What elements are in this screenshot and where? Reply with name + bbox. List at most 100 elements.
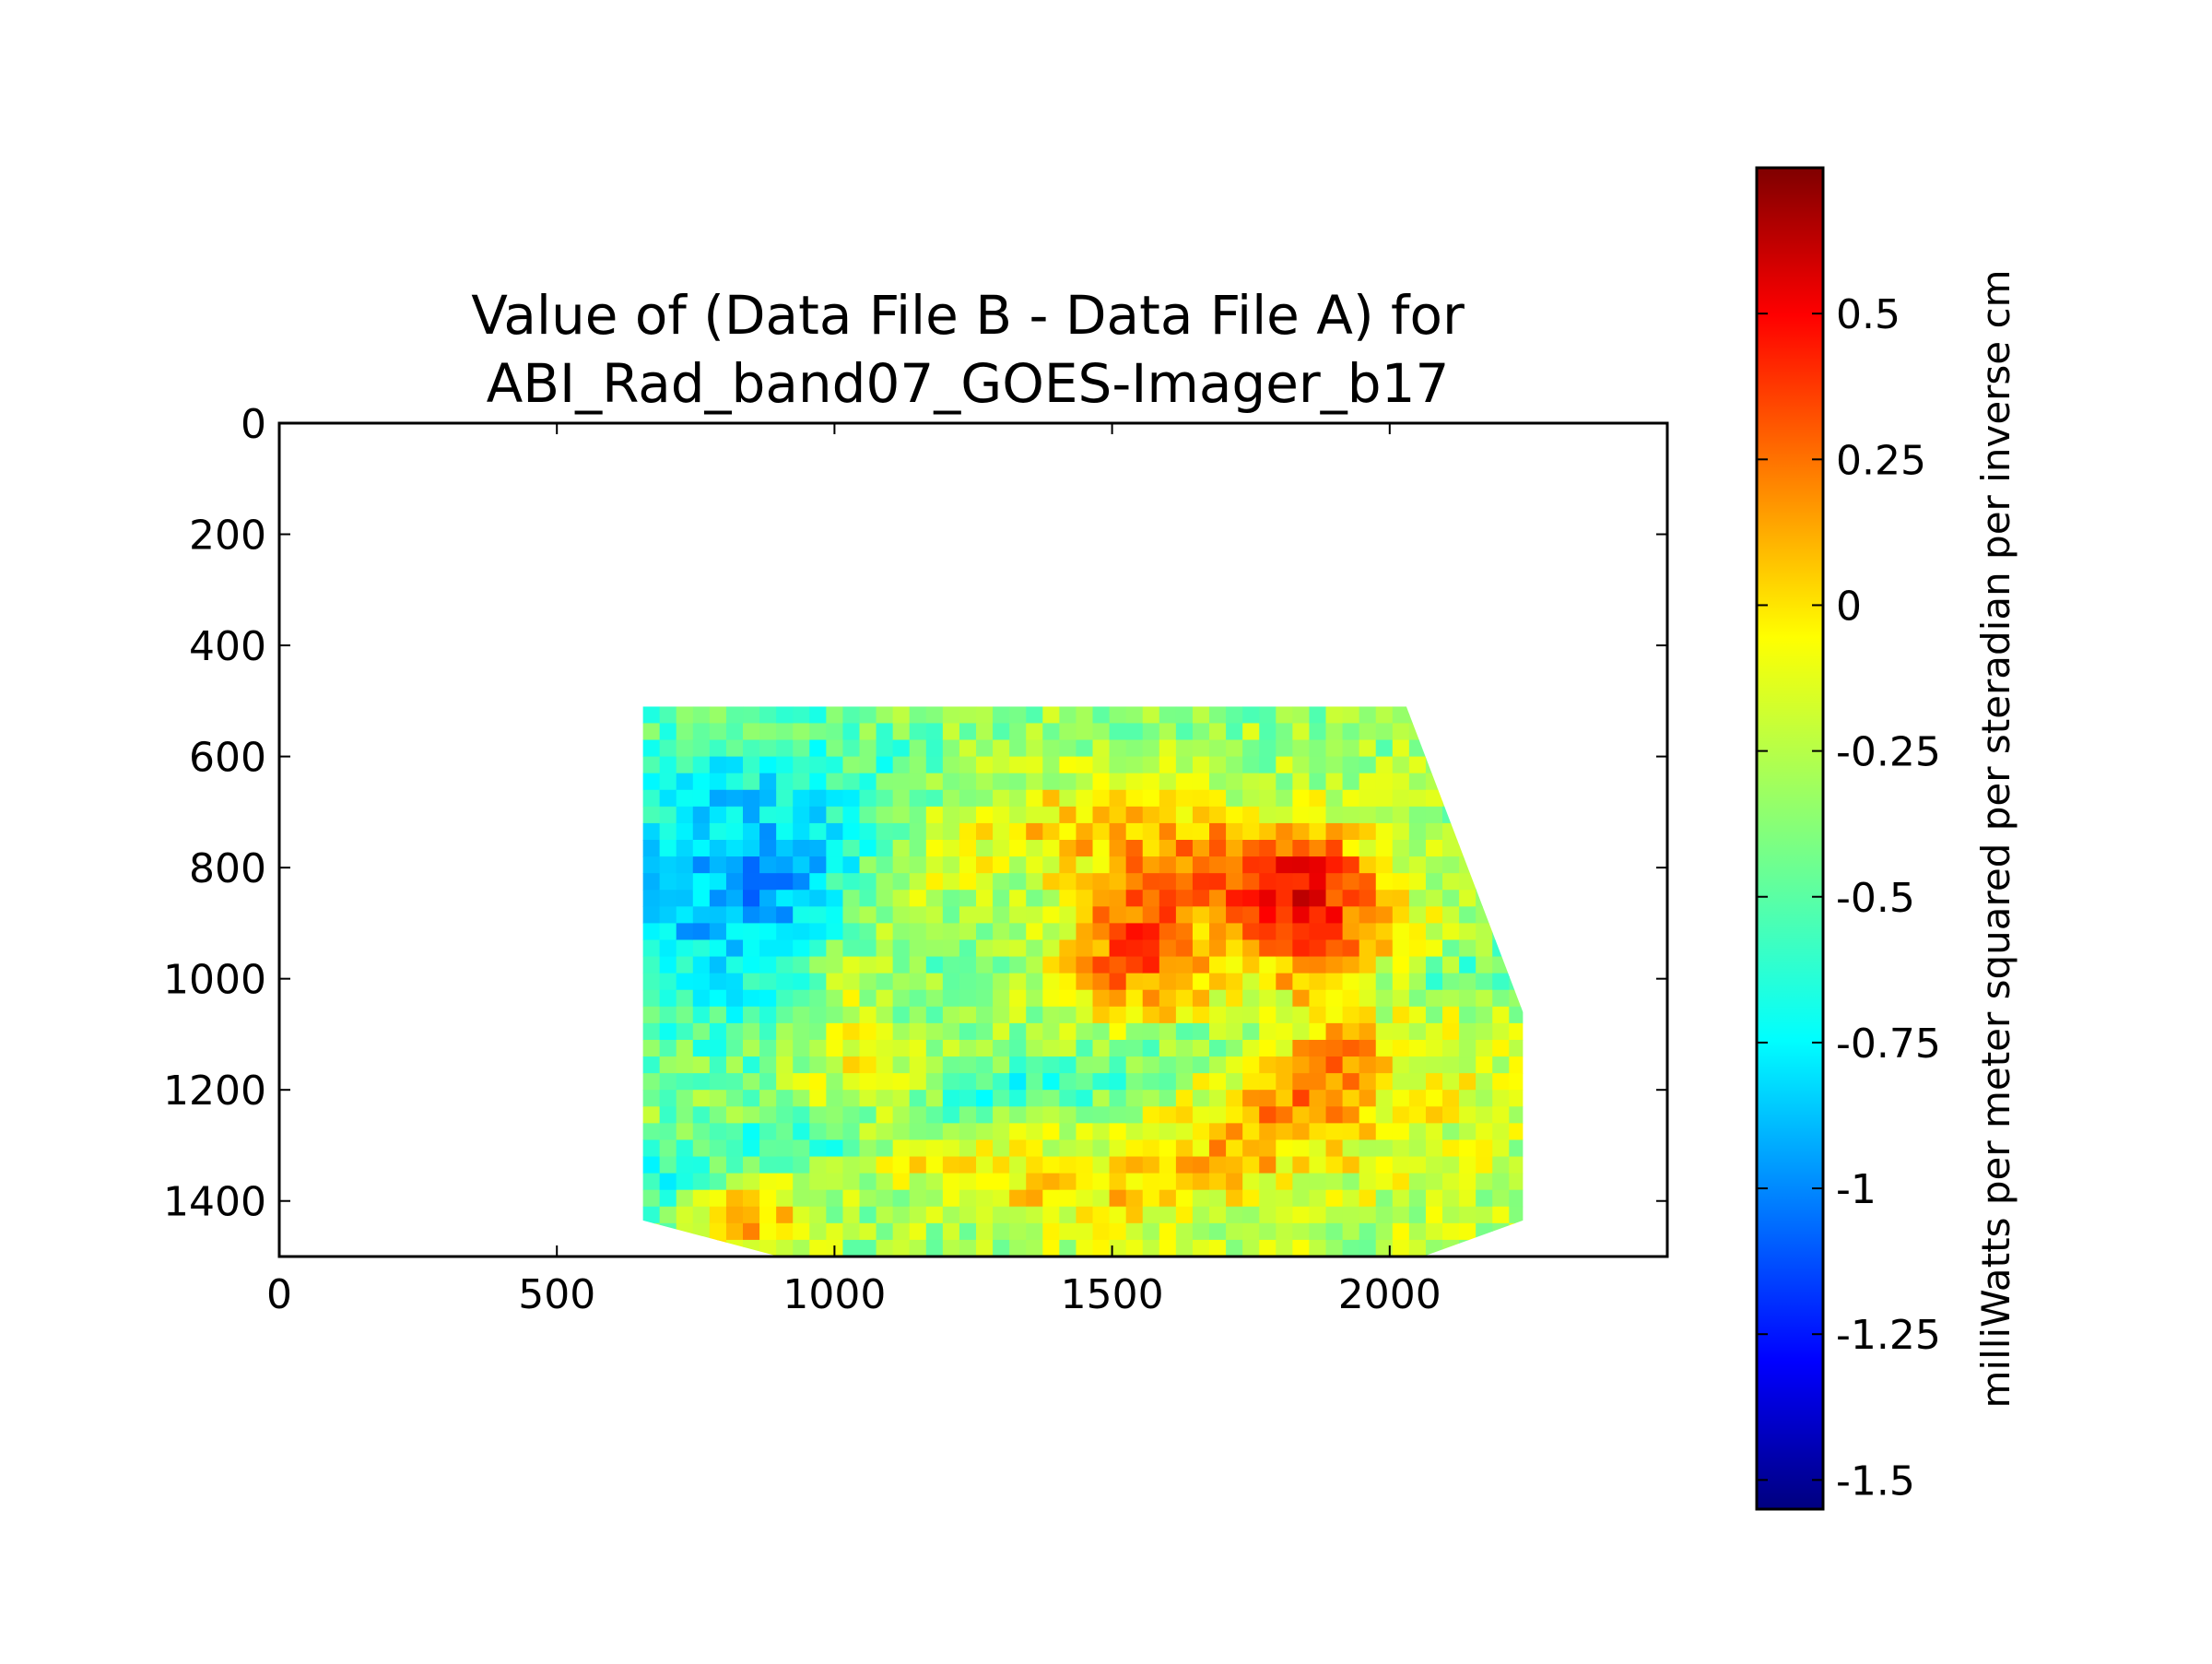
heatmap-cell [743,890,760,907]
heatmap-cell [1459,923,1477,941]
heatmap-cell [1226,1073,1243,1091]
heatmap-cell [1026,1123,1043,1141]
heatmap-cell [1408,1106,1427,1124]
heatmap-cell [1459,789,1477,808]
heatmap-cell [1092,1006,1111,1024]
heatmap-cell [1408,956,1427,974]
heatmap-cell [1209,973,1227,991]
heatmap-cell [642,773,661,791]
heatmap-cell [1092,956,1111,974]
colorbar-tick-label: 0 [1836,583,1862,630]
heatmap-cell [892,822,911,841]
heatmap-cell [826,1039,844,1057]
heatmap-cell [942,822,960,841]
heatmap-cell [1309,1022,1327,1041]
heatmap-cell [959,1222,977,1241]
heatmap-cell [842,773,861,791]
heatmap-cell [1425,1090,1443,1107]
heatmap-cell [942,1106,960,1124]
heatmap-cell [1242,906,1260,924]
colorbar-tick-label: 0.25 [1836,437,1926,484]
heatmap-cell [909,973,927,991]
heatmap-cell [1276,989,1293,1008]
heatmap-cell [809,1189,827,1208]
heatmap-cell [1109,890,1127,907]
heatmap-cell [892,1239,911,1257]
heatmap-cell [892,1206,911,1224]
heatmap-cell [1359,706,1377,725]
heatmap-cell [1175,1106,1194,1124]
heatmap-cell [793,1123,810,1141]
heatmap-cell [1442,1222,1460,1241]
heatmap-cell [1492,1189,1510,1208]
heatmap-cell [959,956,977,974]
heatmap-cell [1175,1156,1194,1174]
heatmap-cell [1092,1056,1111,1074]
heatmap-cell [1359,1222,1377,1241]
heatmap-cell [659,806,677,824]
heatmap-cell [1042,1106,1060,1124]
heatmap-cell [1325,1006,1344,1024]
heatmap-cell [1359,890,1377,907]
heatmap-cell [1442,906,1460,924]
heatmap-cell [1009,1173,1027,1191]
heatmap-cell [1476,1006,1493,1024]
heatmap-cell [1175,1173,1194,1191]
heatmap-cell [826,906,844,924]
heatmap-cell [925,1006,944,1024]
heatmap-cell [1342,989,1360,1008]
heatmap-cell [1109,723,1127,741]
heatmap-cell [1476,973,1493,991]
heatmap-cell [759,873,777,891]
heatmap-cell [1375,1189,1394,1208]
heatmap-cell [959,1106,977,1124]
heatmap-cell [1076,789,1094,808]
heatmap-cell [1476,1039,1493,1057]
heatmap-cell [1342,1139,1360,1158]
heatmap-cell [876,1006,894,1024]
heatmap-cell [743,1022,760,1041]
heatmap-cell [1492,873,1510,891]
heatmap-cell [642,1173,661,1191]
heatmap-cell [892,789,911,808]
heatmap-cell [1509,890,1524,907]
heatmap-cell [826,923,844,941]
heatmap-cell [942,856,960,874]
heatmap-cell [826,856,844,874]
heatmap-cell [809,1006,827,1024]
heatmap-cell [993,1056,1010,1074]
heatmap-cell [842,1056,861,1074]
heatmap-cell [1192,822,1210,841]
heatmap-cell [876,723,894,741]
heatmap-cell [809,1090,827,1107]
heatmap-cell [1009,1189,1027,1208]
heatmap-cell [876,1073,894,1091]
heatmap-cell [1076,806,1094,824]
heatmap-cell [1342,1039,1360,1057]
heatmap-cell [759,906,777,924]
heatmap-cell [1392,1206,1410,1224]
heatmap-cell [692,706,711,725]
heatmap-cell [1026,822,1043,841]
heatmap-cell [1342,956,1360,974]
heatmap-cell [1192,1239,1210,1257]
heatmap-cell [1292,1206,1311,1224]
heatmap-cell [1392,840,1410,857]
heatmap-cell [1309,822,1327,841]
heatmap-cell [876,1090,894,1107]
heatmap-cell [1408,773,1427,791]
heatmap-cell [1125,1056,1144,1074]
heatmap-cell [743,756,760,774]
heatmap-cell [976,973,994,991]
heatmap-cell [1159,873,1177,891]
heatmap-cell [659,1056,677,1074]
heatmap-cell [909,773,927,791]
heatmap-cell [842,723,861,741]
heatmap-cell [1459,1022,1477,1041]
heatmap-cell [1492,939,1510,958]
heatmap-cell [1442,840,1460,857]
heatmap-cell [1259,822,1277,841]
heatmap-cell [1276,723,1293,741]
heatmap-cell [1408,906,1427,924]
heatmap-cell [942,1189,960,1208]
